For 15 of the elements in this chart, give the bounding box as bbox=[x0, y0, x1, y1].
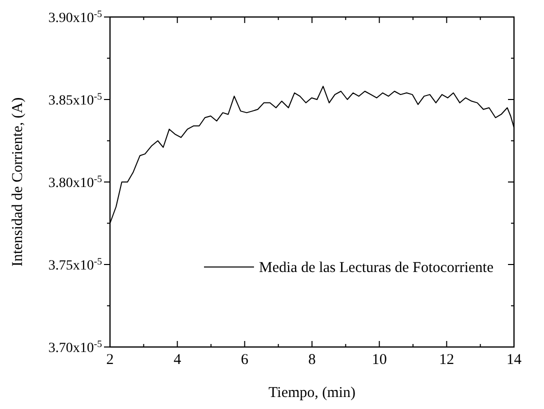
y-tick-label: 3.80x10$^{-5}$ bbox=[48, 174, 102, 191]
x-tick-label: 6 bbox=[240, 352, 249, 368]
x-tick-label: 4 bbox=[174, 352, 182, 368]
y-tick-label: 3.90x10$^{-5}$ bbox=[48, 8, 102, 26]
y-tick-label: 3.75x10$^{-5}$ bbox=[48, 256, 102, 274]
x-tick-label: 8 bbox=[308, 352, 316, 368]
y-tick-label: 3.70x10$^{-5}$ bbox=[48, 338, 102, 356]
y-tick-label: 3.85x10$^{-5}$ bbox=[48, 91, 102, 108]
x-tick-label: 14 bbox=[506, 352, 522, 368]
x-tick-label: 12 bbox=[439, 352, 454, 368]
legend-label: Media de las Lecturas de Fotocorriente bbox=[259, 260, 494, 276]
y-axis-title: Intensidad de Corriente, (A) bbox=[10, 97, 26, 267]
x-tick-label: 2 bbox=[106, 352, 114, 368]
x-axis-title: Tiempo, (min) bbox=[268, 385, 356, 401]
x-tick-label: 10 bbox=[372, 352, 387, 368]
